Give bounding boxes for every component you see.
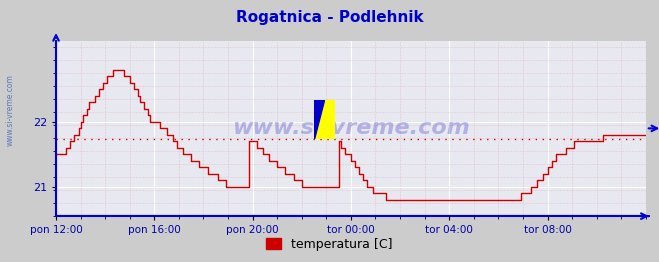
- Text: Rogatnica - Podlehnik: Rogatnica - Podlehnik: [236, 10, 423, 25]
- Text: www.si-vreme.com: www.si-vreme.com: [232, 118, 470, 138]
- Legend: temperatura [C]: temperatura [C]: [261, 233, 398, 256]
- Text: www.si-vreme.com: www.si-vreme.com: [5, 74, 14, 146]
- Polygon shape: [314, 100, 324, 139]
